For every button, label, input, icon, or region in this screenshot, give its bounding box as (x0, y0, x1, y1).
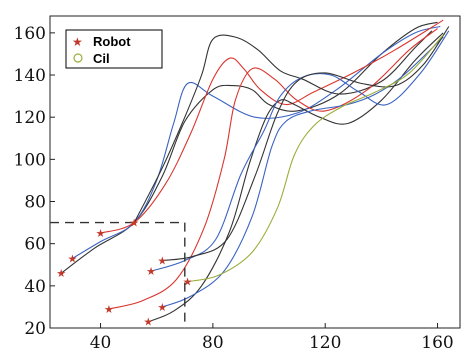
series-line-8 (162, 36, 444, 308)
y-tick-label: 20 (24, 319, 46, 339)
legend: ★ Robot Cil (65, 29, 163, 69)
series-layer (60, 19, 450, 323)
robot-start-marker-6: ★ (143, 316, 153, 329)
robot-start-marker-3: ★ (96, 227, 106, 240)
y-tick-label: 100 (14, 150, 46, 170)
robot-start-marker-4: ★ (129, 217, 139, 230)
legend-label-cil: Cil (93, 51, 110, 66)
robot-start-marker-7: ★ (146, 265, 156, 278)
legend-label-robot: Robot (93, 34, 131, 49)
y-axis: 20 40 60 80 100 120 140 160 (14, 24, 55, 339)
y-tick-label: 140 (14, 66, 46, 86)
legend-box (65, 29, 163, 69)
x-tick-label: 120 (309, 333, 341, 352)
series-line-6 (148, 32, 444, 323)
series-line-9 (162, 26, 450, 262)
robot-start-marker-1: ★ (56, 267, 66, 280)
legend-marker-robot: ★ (72, 35, 83, 49)
y-tick-label: 40 (24, 277, 46, 297)
region-layer (50, 221, 186, 328)
legend-marker-cil (73, 53, 83, 63)
marker-layer: ★★★★★★★★★★ (56, 217, 192, 329)
robot-start-marker-5: ★ (104, 303, 114, 316)
robot-start-marker-2: ★ (68, 252, 78, 265)
robot-start-marker-9: ★ (157, 255, 167, 268)
series-line-10 (187, 34, 444, 283)
series-line-5 (108, 28, 438, 310)
robot-start-marker-10: ★ (183, 276, 193, 289)
series-line-4 (133, 30, 433, 223)
x-tick-label: 40 (90, 333, 112, 352)
series-line-3 (100, 19, 444, 234)
y-tick-label: 60 (24, 235, 46, 255)
x-tick-label: 160 (421, 333, 453, 352)
x-axis: 40 80 120 160 (90, 323, 454, 353)
y-tick-label: 160 (14, 24, 46, 44)
robot-start-marker-8: ★ (157, 301, 167, 314)
y-tick-label: 80 (24, 193, 46, 213)
y-tick-label: 120 (14, 108, 46, 128)
series-line-7 (150, 30, 450, 272)
x-tick-label: 80 (202, 333, 224, 352)
